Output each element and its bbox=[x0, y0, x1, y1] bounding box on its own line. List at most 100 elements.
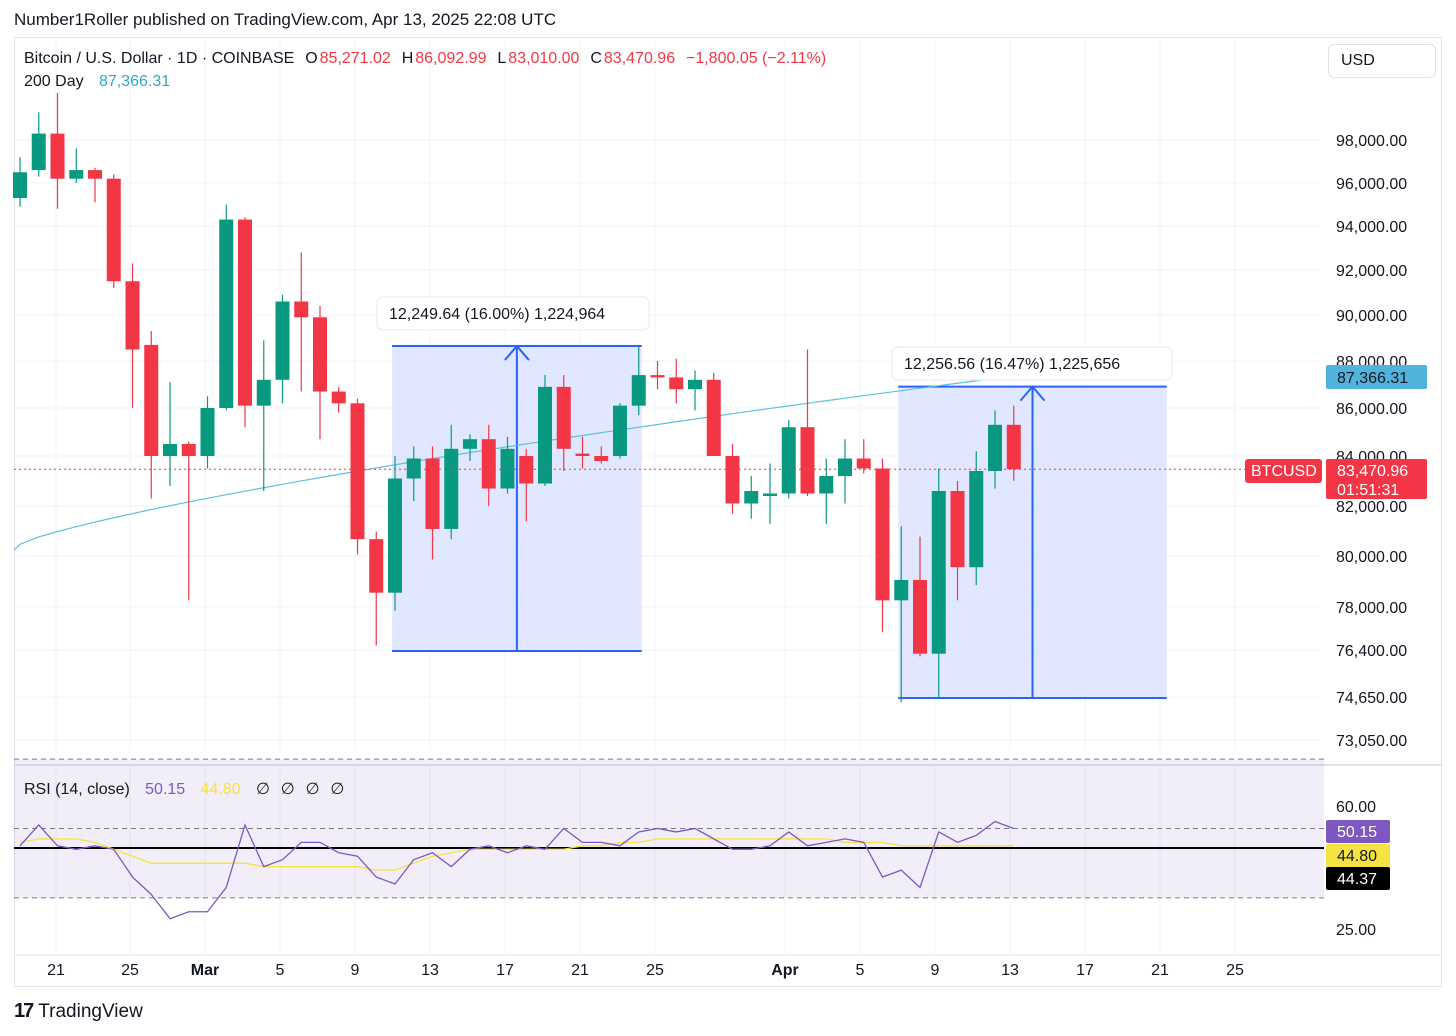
candle-body bbox=[819, 476, 834, 494]
candle bbox=[69, 148, 84, 183]
empty-value-1: ∅ bbox=[255, 781, 270, 798]
time-tick-label: 25 bbox=[121, 962, 139, 979]
candle-body bbox=[838, 458, 852, 476]
candle bbox=[538, 375, 552, 486]
publisher-line: Number1Roller published on TradingView.c… bbox=[14, 10, 557, 29]
open-value: 85,271.02 bbox=[319, 50, 391, 67]
candle-body bbox=[631, 375, 646, 406]
rsi-line-tag-text: 44.37 bbox=[1337, 871, 1377, 888]
candle bbox=[931, 468, 946, 698]
candle-body bbox=[763, 493, 777, 496]
candle bbox=[50, 93, 65, 209]
candle bbox=[106, 174, 121, 288]
candle-body bbox=[275, 301, 290, 380]
candle bbox=[913, 536, 927, 657]
candle bbox=[200, 396, 215, 469]
rsi-ma-legend-value: 44.80 bbox=[200, 781, 241, 798]
measure-label-box bbox=[891, 346, 1173, 381]
candle-body bbox=[463, 439, 477, 449]
candle-body bbox=[69, 170, 84, 179]
candle-body bbox=[875, 468, 890, 601]
high-label: H bbox=[401, 50, 414, 67]
candle bbox=[669, 358, 684, 404]
candle bbox=[388, 456, 402, 611]
footer-branding[interactable]: 17 TradingView bbox=[14, 1000, 143, 1023]
candle bbox=[481, 424, 496, 506]
time-tick-label: 17 bbox=[496, 962, 514, 979]
candle bbox=[331, 386, 346, 413]
candle bbox=[181, 441, 196, 601]
candle-body bbox=[669, 377, 684, 390]
candle-body bbox=[781, 427, 796, 494]
candle bbox=[838, 439, 852, 504]
rsi-ma-tag bbox=[1326, 844, 1390, 867]
price-tick-label: 76,400.00 bbox=[1336, 643, 1407, 660]
candle bbox=[631, 344, 646, 416]
ma-legend[interactable]: 200 Day 87,366.31 bbox=[24, 73, 172, 91]
price-tick-label: 96,000.00 bbox=[1336, 176, 1407, 193]
candle-body bbox=[13, 172, 27, 199]
candle-body bbox=[444, 448, 459, 529]
currency-button[interactable]: USD bbox=[1328, 44, 1436, 78]
candle-body bbox=[556, 386, 571, 449]
candle bbox=[650, 361, 665, 390]
candle-body bbox=[950, 491, 965, 568]
empty-value-3: ∅ bbox=[305, 781, 320, 798]
candle-body bbox=[238, 219, 252, 406]
time-tick-label: 5 bbox=[856, 962, 865, 979]
ma-label: 200 Day bbox=[24, 73, 84, 90]
symbol-tag bbox=[1245, 459, 1322, 483]
candle bbox=[500, 436, 515, 494]
candle bbox=[969, 451, 984, 586]
candle-body bbox=[744, 491, 759, 504]
time-tick-label: 25 bbox=[646, 962, 664, 979]
high-value: 86,092.99 bbox=[415, 50, 487, 67]
price-tick-label: 78,000.00 bbox=[1336, 600, 1407, 617]
rsi-line-tag bbox=[1326, 867, 1390, 890]
candle-body bbox=[800, 427, 815, 494]
candle-body bbox=[163, 444, 177, 456]
time-tick-label: Apr bbox=[771, 962, 799, 979]
symbol-title[interactable]: Bitcoin / U.S. Dollar · 1D · COINBASE bbox=[24, 50, 295, 67]
candle-body bbox=[969, 471, 984, 568]
candle bbox=[406, 446, 421, 501]
time-tick-label: 17 bbox=[1076, 962, 1094, 979]
price-tick-label: 94,000.00 bbox=[1336, 219, 1407, 236]
chart-frame[interactable] bbox=[14, 37, 1442, 987]
candle bbox=[350, 398, 365, 555]
candle-body bbox=[538, 386, 552, 484]
candle-body bbox=[88, 170, 102, 179]
candle bbox=[163, 382, 177, 486]
candle-body bbox=[369, 539, 384, 593]
rsi-line bbox=[19, 820, 1014, 920]
candle bbox=[575, 436, 590, 469]
candle bbox=[313, 306, 327, 440]
time-tick-label: 25 bbox=[1226, 962, 1244, 979]
candle bbox=[463, 434, 477, 461]
price-tick-label: 82,000.00 bbox=[1336, 499, 1407, 516]
candle bbox=[819, 458, 834, 524]
candle bbox=[31, 112, 46, 177]
rsi-legend-value: 50.15 bbox=[145, 781, 186, 798]
price-tick-label: 92,000.00 bbox=[1336, 263, 1407, 280]
candle-body bbox=[594, 456, 609, 461]
rsi-tick-label: 60.00 bbox=[1336, 799, 1376, 816]
time-tick-label: 21 bbox=[571, 962, 589, 979]
candle-body bbox=[219, 219, 234, 408]
measure-label-box bbox=[376, 296, 650, 331]
candle bbox=[1006, 405, 1021, 481]
candle-body bbox=[706, 379, 721, 456]
candle bbox=[856, 439, 871, 474]
candle bbox=[875, 458, 890, 633]
rsi-legend[interactable]: RSI (14, close) 50.15 44.80 ∅ ∅ ∅ ∅ bbox=[24, 779, 346, 799]
open-label: O bbox=[305, 50, 318, 67]
candle-body bbox=[856, 458, 871, 469]
candle bbox=[256, 340, 271, 491]
candle bbox=[763, 463, 777, 524]
measure-arrow-head bbox=[1019, 385, 1046, 402]
rsi-label: RSI (14, close) bbox=[24, 781, 130, 798]
candle-body bbox=[50, 133, 65, 179]
candle bbox=[744, 476, 759, 519]
measure-label-text: 12,249.64 (16.00%) 1,224,964 bbox=[389, 306, 605, 323]
